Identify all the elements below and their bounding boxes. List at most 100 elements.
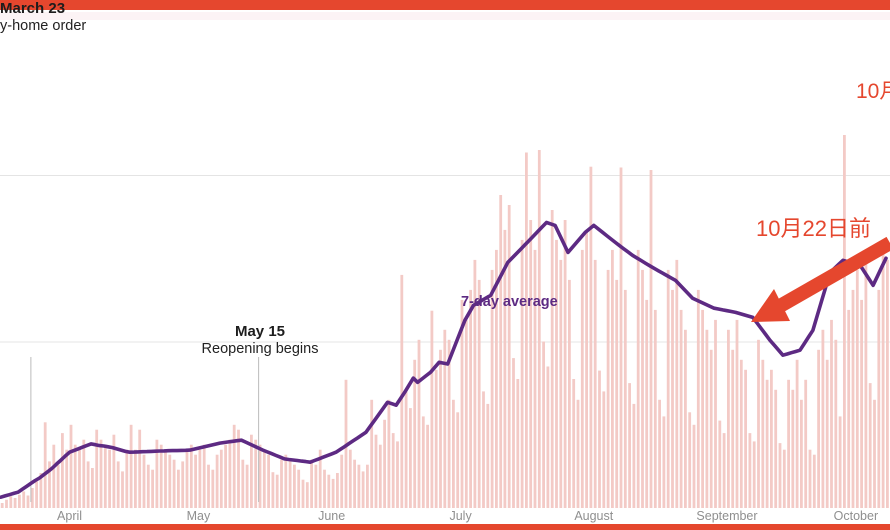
daily-bar (297, 469, 301, 508)
daily-bar (473, 259, 477, 508)
daily-bar (645, 299, 649, 508)
daily-bar (5, 499, 8, 508)
daily-bar (739, 359, 743, 508)
daily-bar (159, 444, 163, 508)
daily-bar (714, 319, 717, 508)
daily-bar (0, 503, 4, 508)
daily-bar (632, 403, 636, 508)
daily-bar (864, 259, 868, 508)
header-tint-band (0, 12, 890, 20)
daily-bar (151, 469, 154, 508)
daily-bar (91, 468, 94, 508)
annotation-march23-date: March 23 (0, 0, 66, 17)
daily-bar (774, 389, 778, 508)
daily-bar (202, 444, 206, 508)
daily-bar (812, 454, 816, 508)
daily-bar (305, 482, 309, 508)
daily-bar (808, 449, 812, 508)
daily-bar (787, 379, 790, 508)
daily-bar (9, 496, 13, 508)
daily-bar (237, 429, 240, 508)
daily-bar (172, 459, 176, 508)
daily-bar (374, 434, 378, 508)
daily-bar (722, 433, 726, 508)
daily-bar (95, 429, 99, 508)
daily-bar (426, 424, 429, 509)
daily-bar (851, 289, 855, 508)
month-label-april: April (57, 509, 83, 523)
daily-bar (30, 488, 34, 508)
daily-bar (572, 379, 576, 508)
daily-bar (602, 391, 606, 508)
daily-bar (525, 152, 528, 508)
daily-bar (636, 249, 640, 508)
daily-bar (391, 433, 395, 508)
daily-bar (258, 444, 262, 508)
daily-bar (748, 433, 752, 508)
daily-bar (881, 249, 885, 508)
month-label-july: July (449, 509, 472, 523)
daily-bar (86, 461, 90, 508)
daily-bar (215, 454, 219, 508)
daily-bar (241, 459, 245, 508)
daily-bar (744, 369, 747, 508)
daily-bar (606, 269, 610, 508)
daily-bar (35, 481, 38, 508)
daily-bar (460, 299, 464, 508)
daily-bar (477, 279, 481, 508)
daily-bar (469, 289, 472, 508)
daily-bar (48, 461, 51, 508)
daily-bar (520, 239, 524, 508)
daily-bar (529, 220, 533, 508)
daily-bar (232, 424, 236, 509)
daily-bar (447, 339, 451, 508)
daily-bar (396, 441, 399, 508)
daily-bar (701, 309, 704, 508)
daily-bar (576, 399, 580, 508)
daily-bar (366, 464, 369, 508)
daily-bar (250, 434, 253, 508)
daily-bar (13, 498, 17, 508)
daily-bar (314, 464, 318, 508)
daily-bar (146, 464, 150, 508)
daily-bar (280, 459, 283, 508)
month-label-may: May (186, 509, 211, 523)
daily-bar (486, 403, 490, 508)
daily-bar (791, 389, 795, 508)
daily-bar (430, 310, 434, 508)
daily-bar (39, 473, 43, 508)
daily-bar (219, 449, 223, 508)
daily-bar (641, 269, 644, 508)
daily-bar (817, 349, 820, 508)
daily-bar (18, 494, 21, 508)
daily-bar (559, 259, 563, 508)
daily-bar (615, 279, 619, 508)
daily-bar (211, 469, 215, 508)
daily-bar (318, 449, 322, 508)
daily-bar (361, 471, 365, 508)
jp-annotation-oct22: 10月22日前 (756, 216, 871, 241)
daily-bar (99, 439, 103, 508)
daily-bar (825, 359, 829, 508)
daily-bar (348, 449, 352, 508)
daily-bar (331, 478, 335, 508)
daily-bar (731, 349, 735, 508)
daily-bar (400, 274, 404, 508)
bottom-red-border (0, 524, 890, 530)
daily-bar (709, 349, 713, 508)
daily-bar (452, 399, 455, 508)
daily-bar (434, 369, 438, 508)
arrow-head-icon (751, 289, 790, 322)
daily-bar (727, 329, 730, 508)
daily-bar (765, 379, 769, 508)
daily-bar (387, 399, 391, 508)
daily-bar (301, 479, 305, 508)
daily-bar (679, 309, 683, 508)
daily-bar (563, 220, 567, 508)
daily-bar (735, 319, 739, 508)
daily-bar (860, 299, 863, 508)
daily-bar (383, 419, 386, 508)
daily-bar (555, 239, 558, 508)
daily-bar (482, 391, 485, 508)
jp-annotation-top-right: 10月 (856, 80, 890, 103)
